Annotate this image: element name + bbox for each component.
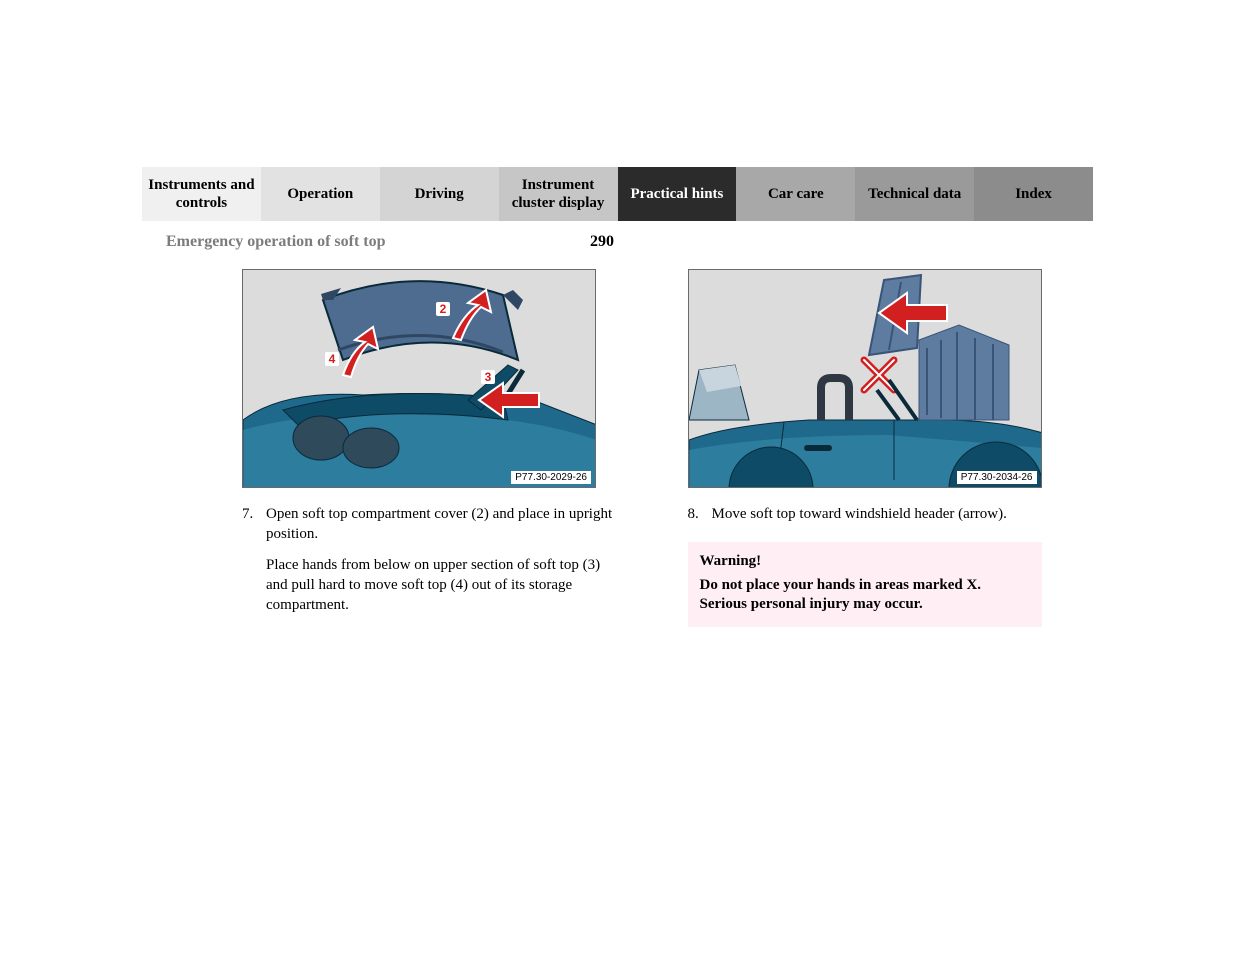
- x-mark-icon: [864, 360, 894, 390]
- figure-right-code: P77.30-2034-26: [957, 471, 1037, 484]
- step-7-para-1: Open soft top compartment cover (2) and …: [266, 504, 618, 545]
- figure-left: 2 3 4 P77.30-2029-26: [242, 269, 596, 488]
- step-8-body: Move soft top toward windshield header (…: [712, 504, 1094, 524]
- step-7-body: Open soft top compartment cover (2) and …: [266, 504, 648, 615]
- page-number: 290: [562, 233, 614, 251]
- section-title: Emergency operation of soft top: [142, 233, 562, 251]
- tab-operation[interactable]: Operation: [261, 167, 380, 221]
- warning-body: Do not place your hands in areas marked …: [700, 576, 1030, 615]
- svg-text:2: 2: [440, 302, 447, 316]
- column-right: P77.30-2034-26 8. Move soft top toward w…: [688, 269, 1094, 627]
- svg-text:4: 4: [329, 352, 336, 366]
- tab-practical-hints[interactable]: Practical hints: [618, 167, 737, 221]
- step-8-number: 8.: [688, 504, 712, 524]
- tab-technical-data[interactable]: Technical data: [855, 167, 974, 221]
- step-7-para-2: Place hands from below on upper section …: [266, 555, 618, 616]
- figure-right: P77.30-2034-26: [688, 269, 1042, 488]
- tab-driving[interactable]: Driving: [380, 167, 499, 221]
- subhead-row: Emergency operation of soft top 290: [142, 233, 1093, 251]
- tab-index[interactable]: Index: [974, 167, 1093, 221]
- tab-instruments-and-controls[interactable]: Instruments and controls: [142, 167, 261, 221]
- figure-right-svg: [689, 270, 1042, 488]
- tab-car-care[interactable]: Car care: [736, 167, 855, 221]
- step-8: 8. Move soft top toward windshield heade…: [688, 504, 1094, 524]
- softtop-stack: [919, 325, 1009, 420]
- tab-instrument-cluster-display[interactable]: Instrument cluster display: [499, 167, 618, 221]
- warning-box: Warning! Do not place your hands in area…: [688, 542, 1042, 627]
- figure-left-svg: 2 3 4: [243, 270, 596, 488]
- step-8-para-1: Move soft top toward windshield header (…: [712, 504, 1064, 524]
- column-left: 2 3 4 P77.30-2029-26 7. Open soft top co…: [242, 269, 648, 627]
- tab-bar: Instruments and controls Operation Drivi…: [142, 167, 1093, 221]
- content-columns: 2 3 4 P77.30-2029-26 7. Open soft top co…: [142, 269, 1093, 627]
- warning-title: Warning!: [700, 552, 1030, 572]
- manual-page: Instruments and controls Operation Drivi…: [142, 167, 1093, 627]
- step-7-number: 7.: [242, 504, 266, 615]
- svg-text:3: 3: [485, 370, 492, 384]
- figure-left-code: P77.30-2029-26: [511, 471, 591, 484]
- step-7: 7. Open soft top compartment cover (2) a…: [242, 504, 648, 615]
